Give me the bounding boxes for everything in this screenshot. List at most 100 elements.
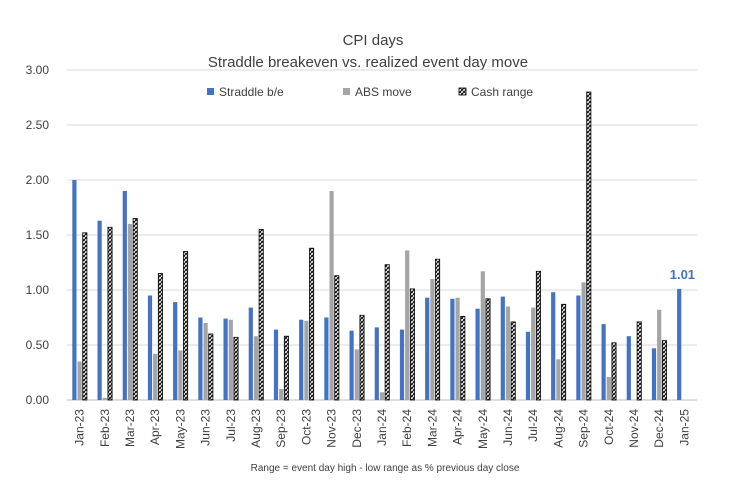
cash-range-bar bbox=[208, 333, 214, 401]
x-tick-label: Feb-24 bbox=[400, 409, 414, 447]
x-tick-label: May-24 bbox=[476, 409, 490, 449]
abs-move-bar bbox=[203, 323, 208, 400]
cash-range-bar bbox=[586, 91, 592, 401]
cash-range-bar bbox=[132, 218, 138, 401]
abs-move-bar bbox=[304, 320, 309, 400]
abs-move-bar bbox=[178, 350, 183, 400]
x-tick-label: Feb-23 bbox=[98, 409, 112, 447]
cash-range-bar bbox=[233, 336, 239, 401]
legend-swatch-straddle bbox=[207, 88, 214, 95]
x-tick-label: Nov-24 bbox=[627, 409, 641, 448]
straddle-bar bbox=[223, 318, 228, 400]
x-tick-label: Aug-24 bbox=[551, 409, 565, 448]
straddle-bar bbox=[475, 308, 480, 400]
legend: Straddle b/e ABS move Cash range bbox=[207, 85, 533, 99]
abs-move-bar bbox=[279, 389, 284, 400]
y-tick-label: 1.00 bbox=[26, 283, 50, 297]
abs-move-bar bbox=[581, 282, 586, 400]
cash-range-bar bbox=[409, 288, 415, 401]
x-tick-label: Sep-24 bbox=[577, 409, 591, 448]
cash-range-bar bbox=[636, 321, 642, 401]
straddle-bar bbox=[626, 336, 631, 400]
chart-title: CPI days bbox=[343, 32, 404, 49]
x-tick-label: Oct-23 bbox=[299, 409, 313, 445]
x-tick-label: Jun-23 bbox=[199, 409, 213, 446]
cash-range-bar bbox=[157, 273, 163, 401]
legend-label-straddle: Straddle b/e bbox=[219, 85, 284, 99]
y-tick-label: 0.50 bbox=[26, 338, 50, 352]
x-tick-label: Jan-24 bbox=[375, 409, 389, 446]
straddle-bar bbox=[349, 330, 354, 400]
cash-range-bar bbox=[435, 258, 441, 401]
legend-label-abs-move: ABS move bbox=[355, 85, 412, 99]
cash-range-bar bbox=[359, 314, 365, 401]
y-axis-ticks: 0.00 0.50 1.00 1.50 2.00 2.50 3.00 bbox=[26, 63, 50, 407]
cash-range-bar bbox=[460, 315, 466, 401]
straddle-bar bbox=[500, 296, 505, 400]
cash-range-bar bbox=[611, 342, 617, 401]
cash-range-bar bbox=[309, 247, 315, 401]
x-tick-label: Nov-23 bbox=[325, 409, 339, 448]
x-tick-label: Dec-23 bbox=[350, 409, 364, 448]
bars-group: 1.01 bbox=[72, 91, 695, 401]
x-tick-label: Apr-23 bbox=[148, 409, 162, 445]
cash-range-bar bbox=[107, 226, 113, 401]
straddle-bar bbox=[425, 297, 430, 400]
x-axis-ticks: Jan-23 Feb-23 Mar-23 Apr-23 May-23 Jun-23 Jul-… bbox=[73, 409, 692, 449]
y-tick-label: 1.50 bbox=[26, 228, 50, 242]
y-tick-label: 2.50 bbox=[26, 118, 50, 132]
cash-range-bar bbox=[258, 229, 264, 401]
abs-move-bar bbox=[455, 297, 460, 400]
straddle-bar bbox=[601, 324, 606, 400]
straddle-bar bbox=[525, 331, 531, 400]
x-tick-label: Jun-24 bbox=[501, 409, 515, 446]
abs-move-bar bbox=[480, 271, 485, 400]
y-tick-label: 3.00 bbox=[26, 63, 50, 77]
abs-move-bar bbox=[430, 279, 435, 400]
cash-range-bar bbox=[334, 275, 340, 401]
x-tick-label: Sep-23 bbox=[274, 409, 288, 448]
straddle-bar bbox=[324, 317, 329, 400]
straddle-bar bbox=[147, 295, 153, 400]
cash-range-bar bbox=[384, 264, 390, 401]
straddle-bar bbox=[273, 329, 279, 400]
cash-range-bar bbox=[283, 335, 289, 401]
legend-swatch-cash-range bbox=[458, 87, 467, 96]
x-tick-label: Dec-24 bbox=[652, 409, 666, 448]
straddle-bar bbox=[399, 329, 405, 400]
abs-move-bar bbox=[657, 309, 662, 400]
straddle-bar bbox=[299, 319, 304, 400]
x-tick-label: Mar-23 bbox=[123, 409, 137, 447]
straddle-bar bbox=[173, 302, 178, 400]
straddle-bar bbox=[651, 348, 657, 400]
data-label-jan-25: 1.01 bbox=[670, 267, 695, 282]
abs-move-bar bbox=[379, 392, 385, 400]
straddle-bar bbox=[72, 180, 77, 400]
straddle-bar bbox=[198, 317, 203, 400]
grid-lines bbox=[67, 69, 697, 401]
abs-move-bar bbox=[253, 336, 259, 400]
abs-move-bar bbox=[329, 191, 334, 400]
abs-move-bar bbox=[102, 397, 107, 400]
abs-move-bar bbox=[606, 376, 611, 400]
abs-move-bar bbox=[77, 361, 82, 400]
cash-range-bar bbox=[661, 340, 667, 401]
straddle-bar bbox=[677, 288, 682, 400]
legend-label-cash-range: Cash range bbox=[471, 85, 533, 99]
x-tick-label: Oct-24 bbox=[602, 409, 616, 445]
chart-subtitle: Straddle breakeven vs. realized event da… bbox=[208, 54, 528, 71]
cash-range-bar bbox=[510, 321, 516, 401]
legend-swatch-abs-move bbox=[343, 88, 350, 95]
straddle-bar bbox=[551, 292, 556, 400]
x-tick-label: Jul-23 bbox=[224, 409, 238, 442]
abs-move-bar bbox=[354, 349, 359, 400]
straddle-bar bbox=[374, 327, 379, 400]
x-tick-label: Aug-23 bbox=[249, 409, 263, 448]
abs-move-bar bbox=[127, 224, 133, 400]
y-tick-label: 2.00 bbox=[26, 173, 50, 187]
straddle-bar bbox=[450, 298, 455, 400]
cash-range-bar bbox=[561, 303, 567, 401]
x-tick-label: Jan-23 bbox=[73, 409, 87, 446]
straddle-bar bbox=[122, 191, 127, 400]
